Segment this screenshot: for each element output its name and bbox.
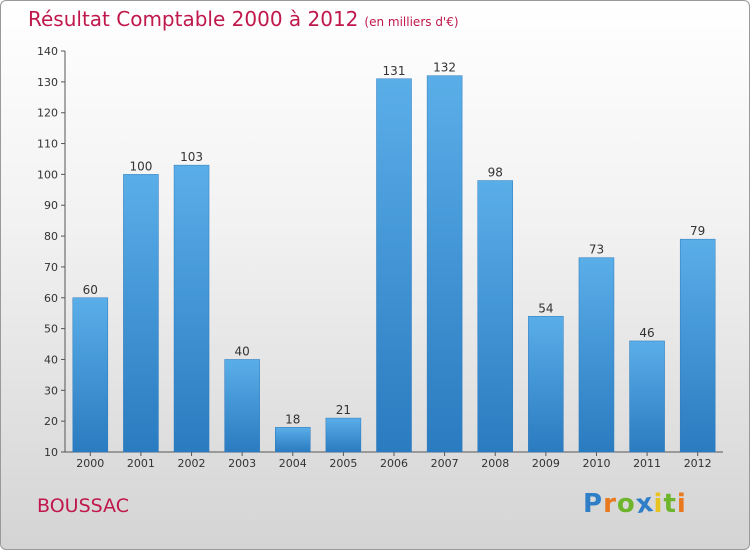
x-tick-label: 2004 [279,457,307,470]
bar[interactable] [477,180,513,453]
bar[interactable] [578,257,615,453]
bar[interactable] [224,359,260,453]
y-tick-label: 40 [44,353,58,366]
x-tick-label: 2005 [329,457,357,470]
bar[interactable] [173,164,210,453]
y-tick-label: 20 [44,415,58,428]
y-tick-label: 70 [44,261,58,274]
logo-letter: x [633,487,656,521]
bar-value-label: 73 [589,243,604,257]
bar[interactable] [325,417,362,453]
bar-value-label: 132 [433,61,456,75]
bar[interactable] [426,75,463,453]
bar[interactable] [376,78,412,453]
chart-title-text: Résultat Comptable 2000 à 2012 [28,7,359,31]
bar-value-label: 103 [180,150,203,164]
x-axis: 2000 2001 2002 2003 2004 2005 2006 2007 2008 2009… [65,451,723,470]
y-tick-label: 10 [44,446,58,459]
y-tick-label: 100 [37,168,58,181]
logo-letter: o [616,489,636,519]
x-tick-label: 2011 [633,457,661,470]
logo-letter: i [676,489,687,519]
y-tick-label: 140 [37,45,58,58]
bar-value-label: 60 [83,283,98,297]
y-tick-label: 130 [37,76,58,89]
x-tick-label: 2002 [178,457,206,470]
x-tick-label: 2007 [431,457,459,470]
bar-series: 60 100 103 40 18 21 131 132 98 54 73 46 79 [72,61,716,453]
bar[interactable] [275,427,311,453]
x-tick-label: 2009 [532,457,560,470]
bar[interactable] [679,238,716,453]
y-axis: 10 20 30 40 50 60 70 80 90 100 110 120 130 140 [37,45,66,459]
bar[interactable] [123,174,159,453]
y-tick-label: 90 [44,199,58,212]
chart-subtitle: (en milliers d'€) [364,15,459,29]
x-tick-label: 2001 [127,457,155,470]
x-tick-label: 2010 [582,457,610,470]
x-tick-label: 2003 [228,457,256,470]
bar-value-label: 18 [285,412,300,426]
y-tick-label: 110 [37,138,58,151]
x-tick-label: 2006 [380,457,408,470]
bar[interactable] [528,316,564,453]
logo-letter: t [663,489,677,519]
x-tick-label: 2008 [481,457,509,470]
bar[interactable] [72,297,109,453]
bar-value-label: 98 [488,166,503,180]
proxiti-logo[interactable]: Proxiti [583,487,687,521]
y-tick-label: 60 [44,292,58,305]
y-tick-label: 80 [44,230,58,243]
bar-value-label: 131 [383,64,406,78]
chart-title: Résultat Comptable 2000 à 2012 (en millie… [28,7,459,31]
y-tick-label: 30 [44,384,58,397]
bar-value-label: 54 [538,301,553,315]
logo-letter: P [583,489,604,519]
y-tick-label: 50 [44,323,58,336]
bar-value-label: 100 [129,159,152,173]
bar-value-label: 21 [336,403,351,417]
x-tick-label: 2000 [76,457,104,470]
logo-letter: r [603,489,617,519]
bar-value-label: 46 [639,326,654,340]
y-tick-label: 120 [37,107,58,120]
bar-value-label: 40 [235,344,250,358]
bar[interactable] [629,340,665,453]
logo-letter: i [653,489,664,519]
commune-name: BOUSSAC [37,495,129,517]
x-tick-label: 2012 [684,457,712,470]
bar-value-label: 79 [690,224,705,238]
